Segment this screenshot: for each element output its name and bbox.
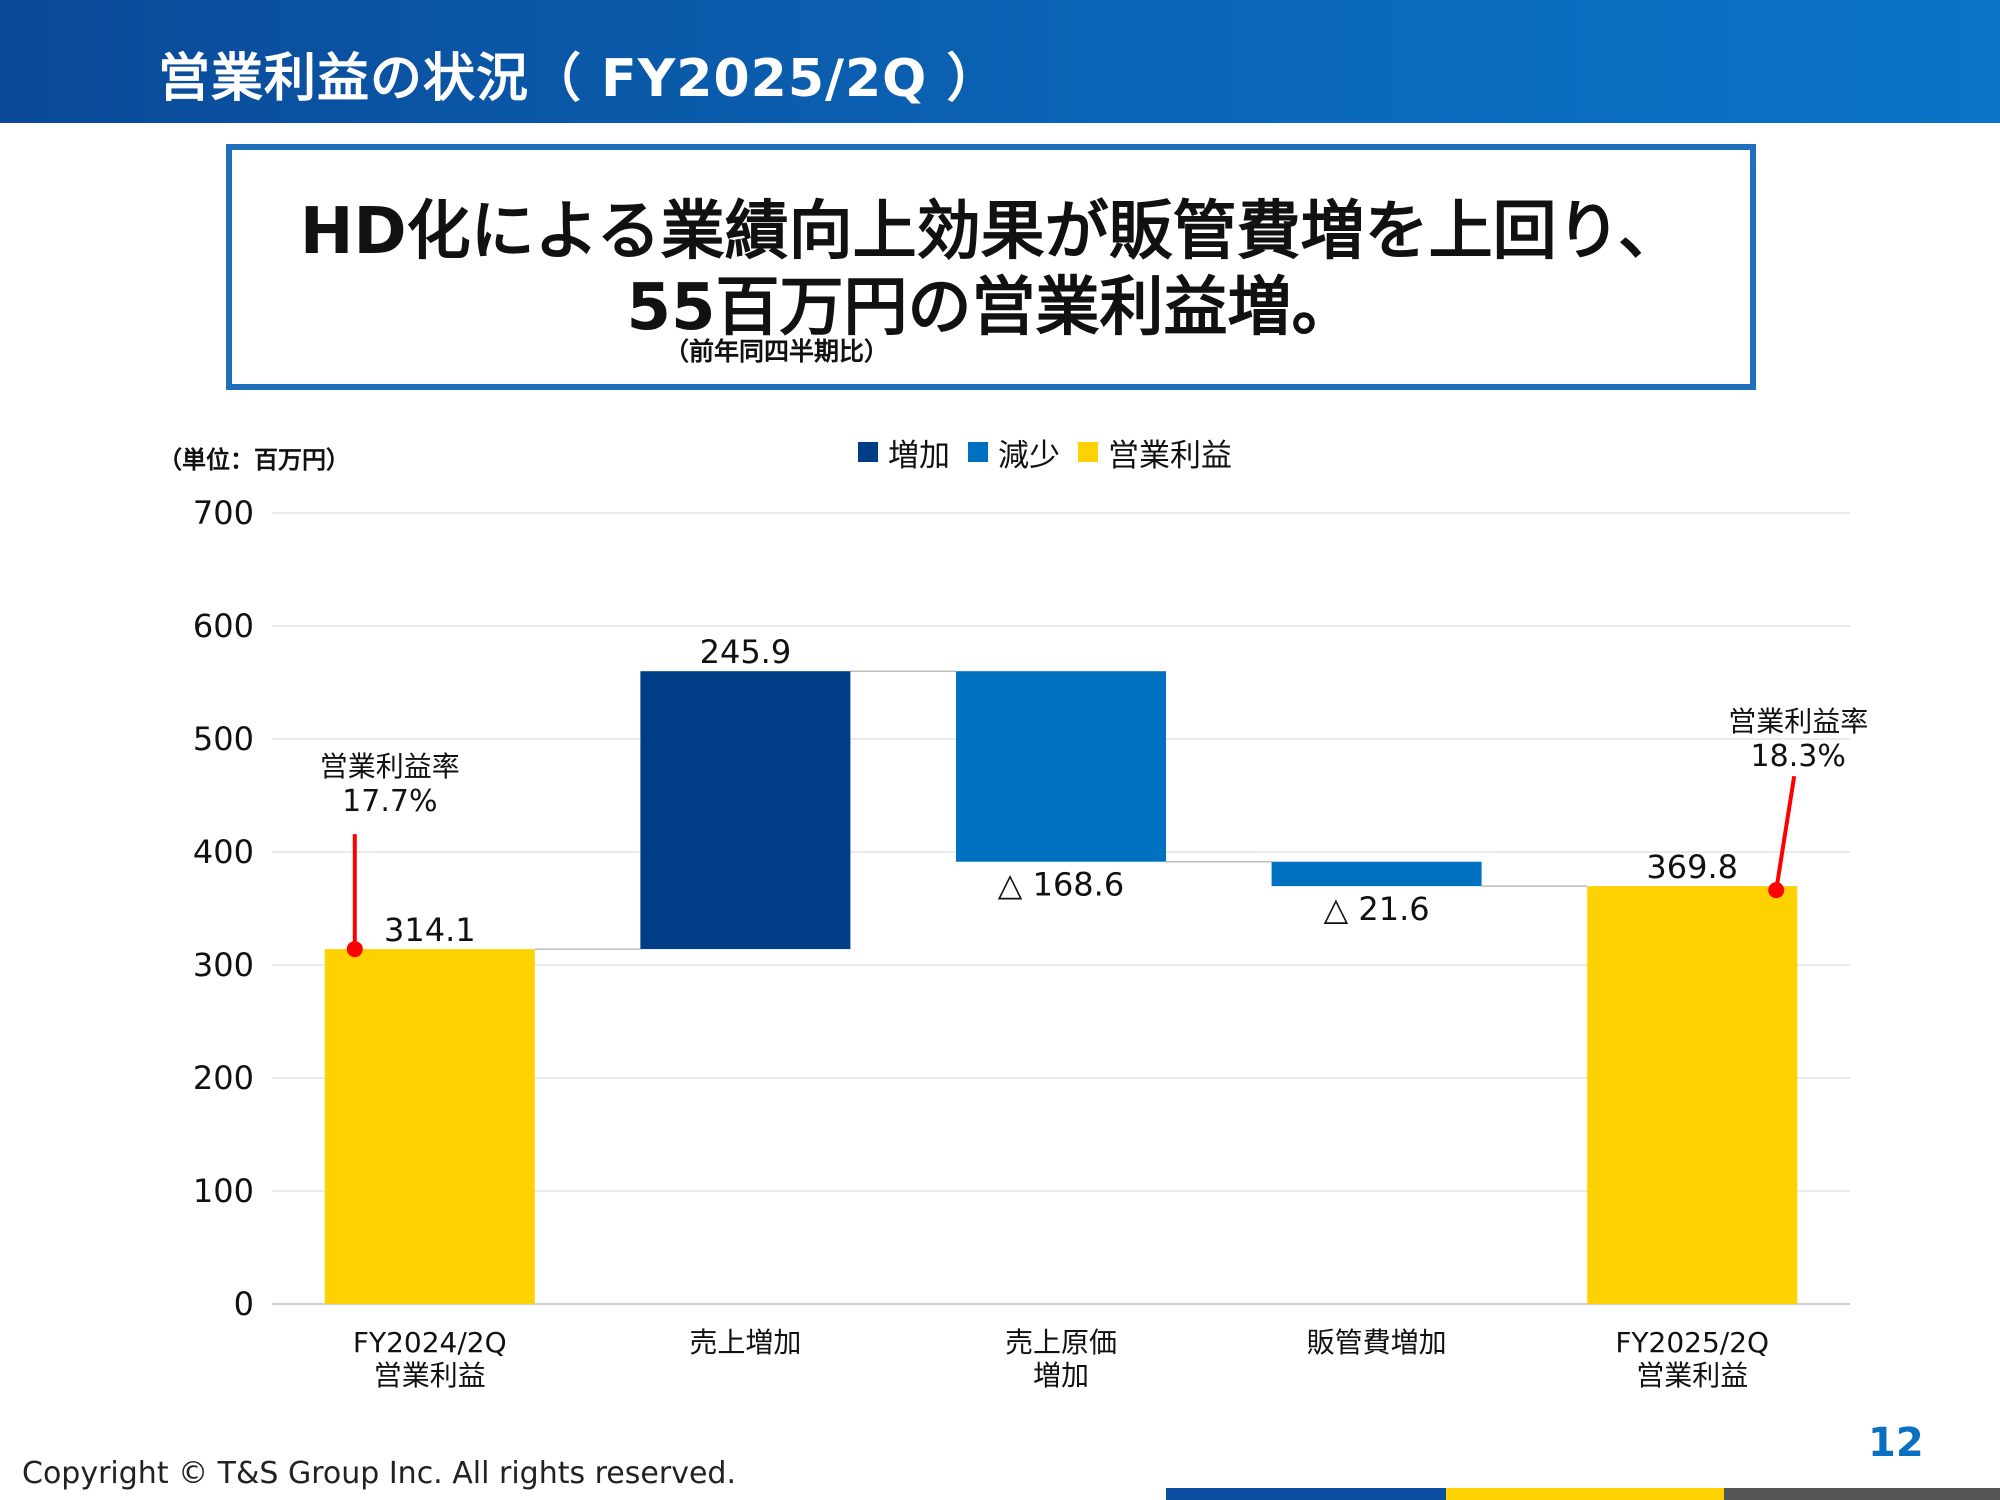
operating-margin-value: 17.7% (342, 784, 437, 819)
category-label: FY2024/2Q (353, 1326, 507, 1359)
waterfall-chart: 0100200300400500600700314.1FY2024/2Q営業利益… (193, 494, 1868, 1392)
legend-label-operating-profit: 営業利益 (1108, 437, 1232, 474)
data-label: 314.1 (384, 911, 476, 949)
category-label: 増加 (1033, 1359, 1089, 1392)
chart-legend: 増加 減少 営業利益 (858, 430, 1250, 475)
data-label: 245.9 (700, 633, 792, 671)
legend-label-decrease: 減少 (998, 437, 1060, 474)
category-label: FY2025/2Q (1615, 1326, 1769, 1359)
slide-header: 営業利益の状況（ FY2025/2Q ） (0, 0, 2000, 123)
slide-title: 営業利益の状況（ FY2025/2Q ） (158, 49, 1000, 109)
category-label: 売上原価 (1005, 1326, 1117, 1359)
operating-margin-title: 営業利益率 (1728, 705, 1868, 738)
y-tick-label: 200 (193, 1059, 254, 1097)
headline-line-2: 55百万円の営業利益増。 (626, 271, 1356, 345)
data-label: 369.8 (1646, 848, 1738, 886)
headline-line-1: HD化による業績向上効果が販管費増を上回り、 (299, 195, 1683, 269)
headline-note: （前年同四半期比） (664, 337, 890, 366)
category-label: 営業利益 (374, 1359, 486, 1392)
data-label: △ 21.6 (1324, 890, 1430, 928)
legend-label-increase: 増加 (888, 437, 950, 474)
legend-item-operating-profit: 営業利益 (1078, 430, 1232, 475)
waterfall-bar (956, 671, 1166, 862)
waterfall-bar (640, 671, 851, 950)
page-number: 12 (1868, 1420, 1924, 1466)
headline-box: HD化による業績向上効果が販管費増を上回り、 55百万円の営業利益増。 （前年同… (226, 144, 1756, 390)
legend-swatch-increase (858, 442, 878, 462)
unit-label: （単位：百万円） (158, 446, 350, 474)
footer-bar-blue (1166, 1488, 1446, 1500)
y-tick-label: 0 (234, 1285, 254, 1323)
operating-margin-dot (1768, 882, 1785, 899)
legend-swatch-operating-profit (1078, 442, 1098, 462)
waterfall-bar (1271, 861, 1482, 887)
copyright: Copyright © T&S Group Inc. All rights re… (22, 1456, 736, 1491)
y-tick-label: 500 (193, 720, 254, 758)
legend-item-decrease: 減少 (968, 430, 1060, 475)
category-label: 営業利益 (1636, 1359, 1748, 1392)
operating-margin-title: 営業利益率 (320, 750, 460, 783)
data-label: △ 168.6 (998, 866, 1124, 904)
operating-margin-pointer (1774, 775, 1797, 891)
y-tick-label: 700 (193, 494, 254, 532)
waterfall-bar (1587, 886, 1798, 1304)
y-tick-label: 100 (193, 1172, 254, 1210)
y-tick-label: 300 (193, 946, 254, 984)
operating-margin-value: 18.3% (1751, 739, 1846, 774)
y-tick-label: 400 (193, 833, 254, 871)
category-label: 売上増加 (689, 1326, 801, 1359)
waterfall-bar (324, 949, 535, 1304)
legend-item-increase: 増加 (858, 430, 950, 475)
legend-swatch-decrease (968, 442, 988, 462)
footer-bar-gray (1724, 1488, 2000, 1500)
y-tick-label: 600 (193, 607, 254, 645)
operating-margin-dot (346, 941, 363, 958)
category-label: 販管費増加 (1307, 1326, 1447, 1359)
footer-bar-yellow (1446, 1488, 1724, 1500)
